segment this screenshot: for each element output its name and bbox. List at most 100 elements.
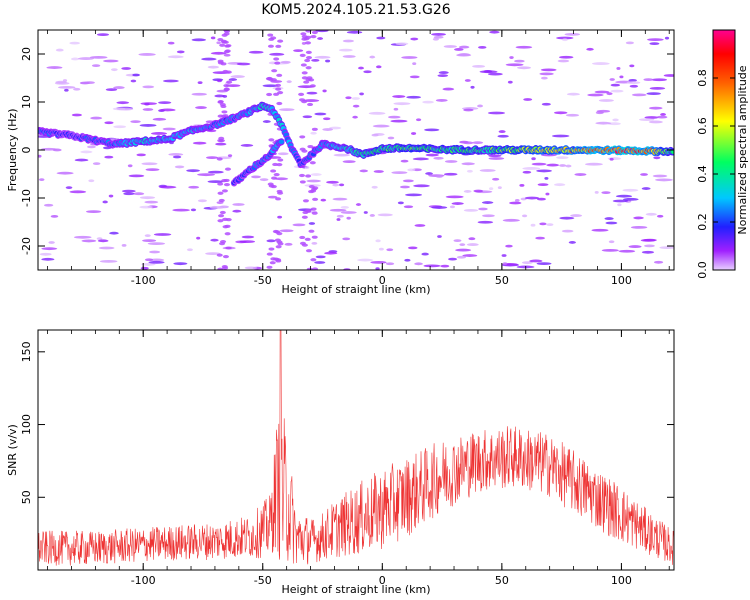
colorbar-gradient (712, 29, 736, 271)
spectrogram-speckle (414, 262, 423, 266)
spectrogram-speckle (241, 235, 255, 239)
spectrogram-speckle (299, 173, 306, 178)
spectrogram-speckle (300, 32, 307, 36)
x-tick-label: -50 (254, 274, 272, 287)
spectrogram-speckle (521, 214, 528, 218)
spectrogram-speckle (481, 201, 494, 204)
spectrogram-speckle (631, 93, 647, 97)
spectrogram-speckle (140, 102, 158, 106)
spectrogram-speckle (401, 56, 418, 59)
spectrogram-speckle (372, 124, 390, 128)
spectrogram-speckle (653, 156, 661, 160)
snr-xlabel: Height of straight line (km) (281, 583, 430, 596)
spectrogram-speckle (272, 162, 279, 167)
spectrogram-speckle (217, 219, 224, 223)
spectrogram-speckle (432, 37, 439, 41)
spectrogram-speckle (223, 32, 230, 36)
spectrogram-speckle (397, 201, 404, 205)
spectrogram-speckle (266, 92, 273, 97)
spectrogram-speckle (561, 38, 568, 42)
spectrogram-speckle (217, 182, 224, 186)
spectrogram-speckle (610, 89, 624, 93)
spectrogram-speckle (292, 223, 306, 227)
spectrogram-speckle (659, 246, 674, 250)
spectrogram-speckle (454, 48, 464, 51)
spectrogram-speckle (584, 162, 603, 166)
y-tick-label: 0 (20, 147, 33, 154)
spectrogram-speckle (459, 243, 466, 247)
spectrogram-speckle (507, 80, 513, 84)
spectrogram-speckle (311, 30, 318, 35)
spectrogram-speckle (345, 96, 352, 100)
spectrogram-speckle (402, 179, 414, 183)
spectrogram-speckle (197, 81, 203, 85)
spectrogram-speckle (540, 68, 557, 72)
spectrogram-speckle (270, 36, 277, 40)
spectrogram-speckle (223, 183, 230, 187)
spectrogram-speckle (267, 195, 278, 199)
spectrogram-speckle (448, 257, 458, 261)
spectrogram-speckle (509, 201, 522, 205)
spectrogram-speckle (391, 171, 408, 175)
spectrogram-speckle (159, 108, 176, 112)
spectrogram-speckle (407, 168, 416, 172)
spectrogram-speckle (50, 214, 59, 218)
spectrogram-speckle (536, 197, 546, 201)
spectrogram-speckle (73, 87, 81, 91)
spectrogram-speckle (489, 187, 494, 191)
spectrogram-speckle (277, 152, 289, 156)
spectrogram-speckle (443, 45, 457, 48)
spectrogram-speckle (456, 255, 467, 259)
spectrogram-speckle (192, 141, 207, 145)
spectrogram-speckle (649, 86, 666, 90)
x-tick-label: -50 (254, 574, 272, 587)
spectrogram-speckle (311, 211, 318, 215)
spectrogram-speckle (286, 80, 292, 84)
spectrogram-speckle (218, 139, 225, 143)
spectrogram-speckle (275, 44, 282, 48)
spectrogram-speckle (303, 80, 310, 84)
spectrogram-speckle (310, 207, 317, 211)
spectrogram-speckle (279, 229, 294, 233)
spectrogram-speckle (489, 30, 500, 34)
spectrogram-speckle (276, 101, 283, 106)
spectrogram-speckle (463, 190, 472, 193)
spectrogram-speckle (266, 252, 273, 256)
spectrogram-speckle (277, 215, 283, 219)
spectrogram-speckle (275, 197, 282, 201)
spectrogram-speckle (81, 239, 97, 243)
spectrogram-speckle (244, 266, 258, 270)
spectrogram-speckle (276, 189, 283, 194)
spectrogram-speckle (651, 78, 668, 82)
spectrogram-speckle (277, 91, 284, 95)
spectrogram-speckle (466, 243, 479, 246)
spectrogram-speckle (617, 203, 622, 207)
spectrogram-speckle (275, 245, 282, 249)
spectrogram-speckle (121, 243, 127, 247)
spectrogram-speckle (145, 168, 160, 171)
spectrogram-speckle (652, 174, 668, 178)
spectrogram-speckle (531, 157, 536, 161)
spectrogram-speckle (413, 184, 430, 188)
spectrogram-speckle (168, 153, 184, 156)
spectrogram-speckle (591, 62, 610, 65)
spectrogram-speckle (216, 253, 223, 257)
spectrogram-speckle (488, 157, 505, 160)
spectrogram-speckle (451, 202, 464, 205)
spectrogram-speckle (322, 89, 327, 93)
spectrogram-speckle (519, 183, 525, 187)
spectrogram-speckle (216, 157, 223, 161)
colorbar-label: Normalized spectral amplitude (736, 65, 749, 234)
spectrogram-speckle (656, 115, 668, 119)
spectrogram-speckle (99, 259, 118, 263)
spectrogram-speckle (416, 118, 422, 122)
spectrogram-speckle (293, 49, 304, 52)
spectrogram-speckle (105, 88, 118, 92)
spectrogram-speckle (530, 223, 536, 227)
spectrogram-speckle (545, 192, 550, 196)
spectrogram-speckle (312, 267, 319, 270)
snr-ylabel: SNR (v/v) (6, 424, 19, 476)
spectrogram-speckle (338, 183, 345, 187)
spectrogram-speckle (217, 267, 224, 270)
spectrogram-speckle (539, 72, 554, 76)
